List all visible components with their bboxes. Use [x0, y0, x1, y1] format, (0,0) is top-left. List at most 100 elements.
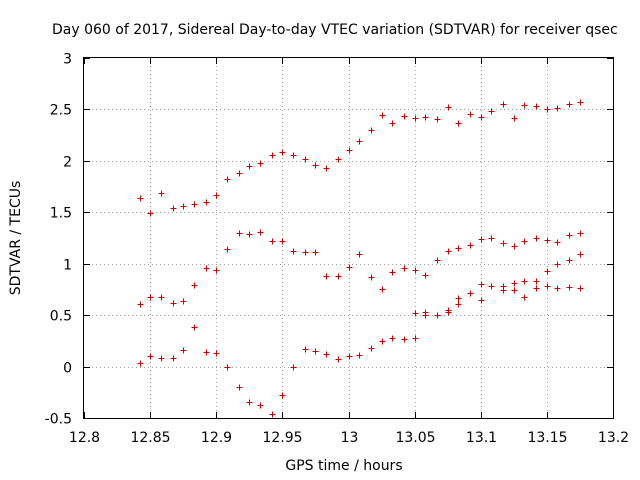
y-tick-label: 0	[63, 361, 72, 377]
data-point	[180, 347, 187, 354]
axis-ticks	[84, 58, 614, 419]
data-point	[323, 165, 330, 172]
data-point	[455, 245, 462, 252]
data-point	[191, 324, 198, 331]
data-point	[137, 301, 144, 308]
data-point	[312, 348, 319, 355]
x-tick-label: 13.1	[466, 430, 497, 446]
data-point	[554, 285, 561, 292]
data-point	[191, 201, 198, 208]
y-tick-label: 3	[63, 52, 72, 68]
data-point	[401, 336, 408, 343]
data-point	[191, 282, 198, 289]
data-point	[500, 240, 507, 247]
data-point	[180, 298, 187, 305]
data-point	[533, 278, 540, 285]
data-point	[269, 152, 276, 159]
data-point	[511, 243, 518, 250]
data-point	[455, 301, 462, 308]
data-point	[302, 346, 309, 353]
data-point	[521, 102, 528, 109]
data-point	[224, 176, 231, 183]
data-point	[224, 246, 231, 253]
data-point	[554, 239, 561, 246]
data-point	[478, 114, 485, 121]
data-point	[467, 290, 474, 297]
data-point	[488, 235, 495, 242]
data-point	[544, 268, 551, 275]
data-point	[511, 280, 518, 287]
data-point	[368, 274, 375, 281]
data-point	[213, 192, 220, 199]
data-point	[379, 286, 386, 293]
data-point	[158, 190, 165, 197]
data-point	[335, 273, 342, 280]
data-point	[368, 345, 375, 352]
data-point	[236, 384, 243, 391]
plot-frame	[83, 57, 614, 419]
data-point	[335, 156, 342, 163]
y-tick-label: 2.5	[50, 103, 72, 119]
data-point	[434, 116, 441, 123]
data-point	[455, 295, 462, 302]
data-point	[533, 103, 540, 110]
data-point	[269, 238, 276, 245]
data-point	[566, 284, 573, 291]
data-point	[290, 364, 297, 371]
x-axis-tick-labels: 12.8 12.85 12.9 12.95 13 13.05 13.1 13.15 13.2	[69, 430, 629, 446]
data-point	[389, 120, 396, 127]
data-point	[554, 261, 561, 268]
y-tick-label: 0.5	[50, 309, 72, 325]
data-point	[356, 138, 363, 145]
data-point	[290, 152, 297, 159]
data-point	[279, 149, 286, 156]
data-point	[236, 230, 243, 237]
data-points	[137, 99, 584, 418]
x-tick-label: 12.8	[69, 430, 100, 446]
series-lower	[137, 251, 584, 418]
data-point	[137, 195, 144, 202]
data-point	[158, 355, 165, 362]
data-point	[422, 114, 429, 121]
data-point	[290, 248, 297, 255]
data-point	[577, 230, 584, 237]
series-upper	[137, 99, 584, 217]
data-point	[478, 236, 485, 243]
data-point	[224, 364, 231, 371]
data-point	[323, 351, 330, 358]
data-point	[257, 402, 264, 409]
data-point	[521, 294, 528, 301]
data-point	[379, 338, 386, 345]
data-point	[478, 281, 485, 288]
data-point	[346, 147, 353, 154]
series-middle	[137, 229, 584, 308]
data-point	[257, 229, 264, 236]
data-point	[544, 237, 551, 244]
data-point	[203, 199, 210, 206]
data-point	[511, 287, 518, 294]
data-point	[213, 267, 220, 274]
data-point	[203, 265, 210, 272]
data-point	[577, 251, 584, 258]
data-point	[269, 411, 276, 418]
data-point	[412, 310, 419, 317]
x-tick-label: 13	[341, 430, 359, 446]
data-point	[434, 257, 441, 264]
data-point	[544, 283, 551, 290]
data-point	[488, 108, 495, 115]
data-point	[389, 335, 396, 342]
x-tick-label: 13.05	[395, 430, 435, 446]
data-point	[279, 238, 286, 245]
x-tick-label: 12.85	[130, 430, 170, 446]
data-point	[147, 294, 154, 301]
data-point	[422, 272, 429, 279]
data-point	[488, 283, 495, 290]
data-point	[180, 203, 187, 210]
y-tick-label: 2	[63, 155, 72, 171]
data-point	[147, 353, 154, 360]
x-tick-label: 13.2	[598, 430, 629, 446]
data-point	[401, 113, 408, 120]
data-point	[521, 238, 528, 245]
data-point	[422, 309, 429, 316]
